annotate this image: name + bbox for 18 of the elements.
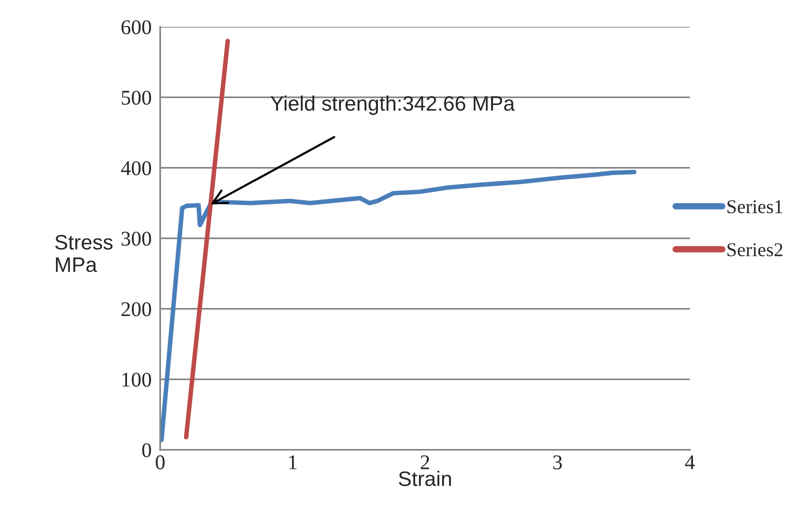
y-tick-label: 200 [122, 302, 152, 316]
legend-label: Series1 [727, 200, 782, 214]
y-tick-label: 400 [121, 161, 152, 176]
line-series [160, 170, 637, 442]
x-tick-label: 2 [420, 455, 430, 470]
x-tick-label: 4 [685, 455, 695, 470]
legend-label: Series2 [727, 243, 782, 256]
y-tick-label: 600 [122, 20, 152, 34]
x-axis-title: Strain [398, 470, 451, 486]
y-tick-label: 300 [122, 232, 152, 246]
annotation: Yield strength:342.66 MPa [270, 96, 515, 115]
x-tick-label: 3 [553, 455, 562, 470]
x-tick-label: 0 [156, 455, 165, 470]
y-tick-label: 0 [142, 443, 152, 458]
y-tick-label: 100 [122, 372, 152, 387]
y-tick-label: 500 [122, 90, 152, 105]
y-axis-title: Stress MPa [55, 234, 113, 272]
x-tick-label: 1 [289, 455, 297, 470]
